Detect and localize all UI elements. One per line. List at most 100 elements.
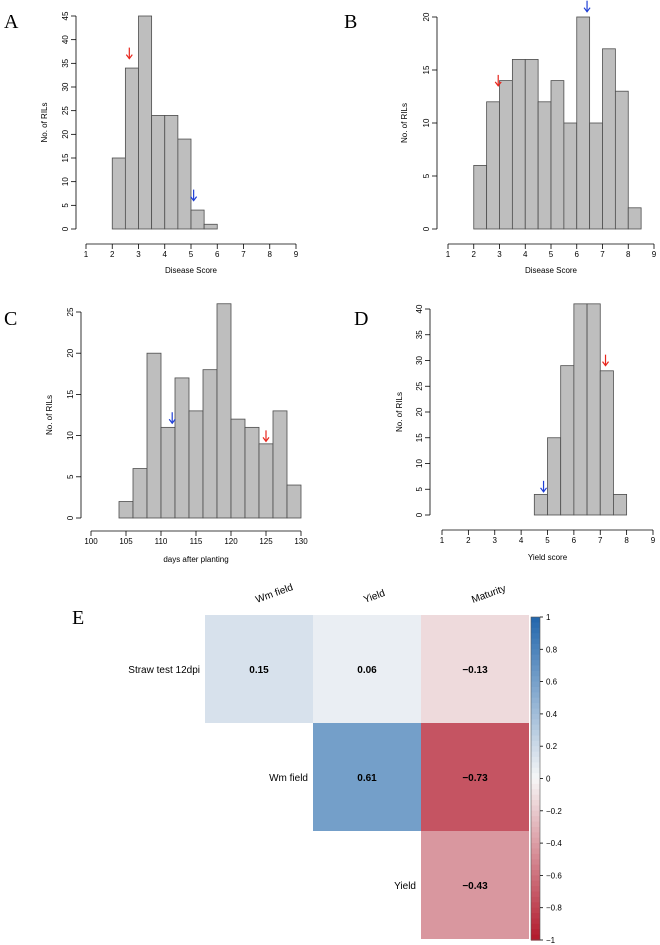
histogram-bar-a [190, 209, 205, 230]
x-tick-label-a: 7 [241, 250, 246, 259]
colorbar-segment [531, 848, 540, 855]
colorbar-segment [531, 719, 540, 726]
colorbar-segment [531, 627, 540, 634]
x-tick-label-c: 120 [224, 537, 238, 546]
histogram-bar-a [164, 115, 179, 230]
heatmap-cell [421, 831, 529, 939]
heatmap-column-label: Yield [362, 588, 386, 606]
x-tick-label-c: 110 [155, 537, 168, 546]
arrow-head-d [602, 361, 610, 367]
y-tick-label-a: 10 [61, 177, 70, 186]
colorbar-tick-label: −1 [546, 936, 556, 945]
x-tick-label-c: 100 [84, 537, 98, 546]
x-tick-label-d: 6 [572, 536, 577, 545]
x-tick-label-c: 105 [119, 537, 133, 546]
x-tick-label-c: 125 [259, 537, 273, 546]
colorbar-segment [531, 794, 540, 801]
colorbar-tick-label: 0.2 [546, 742, 558, 751]
y-tick-label-a: 20 [61, 129, 70, 138]
histogram-bar-a [177, 138, 192, 230]
x-axis-title-c: days after planting [163, 555, 228, 564]
colorbar-segment [531, 907, 540, 914]
colorbar-tick-label: 0 [546, 775, 551, 784]
x-tick-label-d: 3 [493, 536, 498, 545]
histogram-bar-b [602, 48, 616, 230]
x-tick-label-b: 9 [652, 250, 657, 259]
colorbar-segment [531, 805, 540, 812]
colorbar-segment [531, 756, 540, 763]
y-tick-label-b: 5 [422, 173, 431, 178]
y-tick-label-a: 35 [61, 58, 70, 67]
colorbar-segment [531, 913, 540, 920]
histogram-bar-d [533, 493, 548, 516]
y-axis-title-d: No. of RILs [395, 392, 404, 432]
colorbar-tick-label: 1 [546, 613, 551, 622]
colorbar-tick-label: 0.6 [546, 678, 558, 687]
histogram-bar-c [174, 377, 190, 519]
histogram-bar-b [576, 16, 591, 230]
panel-letter-e: E [72, 607, 84, 629]
colorbar-segment [531, 730, 540, 737]
colorbar-segment [531, 929, 540, 936]
y-tick-label-b: 10 [422, 118, 431, 127]
colorbar-segment [531, 832, 540, 839]
y-tick-label-a: 5 [61, 203, 70, 208]
y-tick-label-d: 15 [415, 433, 424, 442]
colorbar-segment [531, 864, 540, 871]
histogram-bar-b [614, 90, 629, 230]
colorbar-segment [531, 886, 540, 893]
histogram-bar-a [124, 67, 139, 230]
y-tick-label-a: 30 [61, 82, 70, 91]
colorbar-segment [531, 670, 540, 677]
x-tick-label-d: 2 [466, 536, 471, 545]
histogram-bar-b [563, 122, 578, 230]
colorbar-segment [531, 778, 540, 785]
arrow-head-b [494, 81, 502, 87]
colorbar-segment [531, 654, 540, 661]
x-axis-title-b: Disease Score [525, 266, 578, 275]
heatmap-cell-value: 0.61 [357, 773, 377, 784]
histogram-bar-d [547, 437, 562, 516]
y-tick-label-c: 10 [66, 431, 75, 440]
histogram-bar-c [160, 426, 176, 519]
arrow-head-b [583, 7, 591, 13]
y-tick-label-a: 15 [61, 153, 70, 162]
histogram-bar-c [202, 369, 218, 519]
x-tick-label-d: 8 [624, 536, 629, 545]
colorbar-segment [531, 660, 540, 667]
histogram-bar-d [599, 370, 614, 516]
colorbar-segment [531, 676, 540, 683]
y-tick-label-d: 35 [415, 330, 424, 339]
heatmap-cell [205, 615, 313, 723]
colorbar-segment [531, 870, 540, 876]
heatmap-cell [421, 723, 529, 831]
x-tick-label-c: 130 [294, 537, 308, 546]
y-axis-title-b: No. of RILs [400, 103, 409, 143]
colorbar-segment [531, 622, 540, 629]
colorbar-segment [531, 643, 540, 650]
histogram-bar-b [486, 101, 500, 230]
heatmap-row-label: Wm field [269, 773, 308, 784]
histogram-bar-c [286, 484, 302, 519]
histogram-bar-a [151, 115, 166, 230]
y-tick-label-c: 0 [66, 515, 75, 520]
colorbar-tick-label: −0.4 [546, 839, 562, 848]
histogram-bar-b [524, 59, 539, 230]
colorbar-segment [531, 762, 540, 769]
histogram-bar-c [118, 501, 134, 519]
colorbar-segment [531, 708, 540, 715]
y-axis-title-a: No. of RILs [40, 102, 49, 142]
heatmap-cell-value: 0.06 [357, 665, 377, 676]
y-tick-label-b: 0 [422, 226, 431, 231]
x-tick-label-b: 4 [523, 250, 528, 259]
colorbar-tick-label: 0.4 [546, 710, 558, 719]
x-tick-label-b: 8 [626, 250, 631, 259]
colorbar-segment [531, 902, 540, 909]
colorbar-segment [531, 724, 540, 731]
x-tick-label-d: 9 [651, 536, 656, 545]
histogram-bar-b [589, 122, 603, 230]
histogram-bar-c [272, 410, 288, 519]
panel-letter-a: A [4, 11, 19, 33]
x-tick-label-b: 3 [497, 250, 502, 259]
x-tick-label-a: 6 [215, 250, 220, 259]
